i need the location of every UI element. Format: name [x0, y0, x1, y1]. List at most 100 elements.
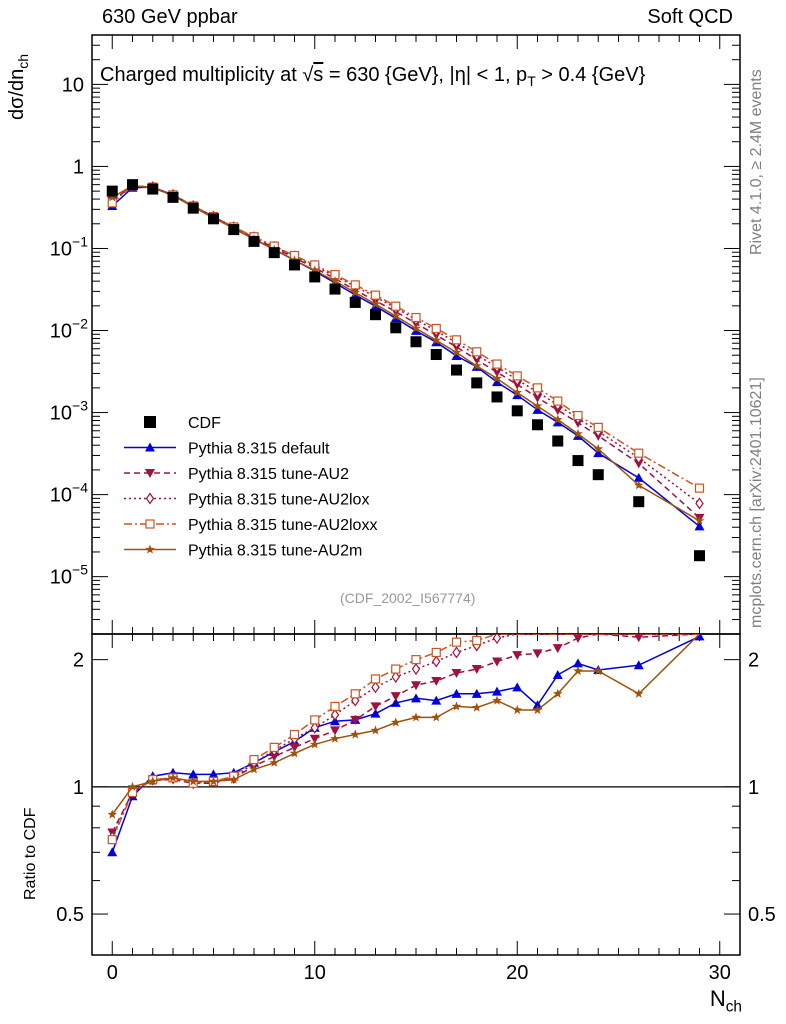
series-point-pythia-8-315-default — [593, 448, 604, 458]
legend-marker-pythia-8-315-tune-au2lox — [145, 492, 155, 505]
legend-marker-cdf — [144, 416, 156, 428]
y-tick-label: 10−1 — [50, 233, 88, 260]
series-point-pythia-8-315-tune-au2loxx — [472, 347, 482, 357]
ratio-point-pythia-8-315-tune-au2m — [472, 702, 482, 712]
cdf-data-point — [228, 224, 240, 236]
cdf-data-point — [572, 455, 584, 467]
ratio-point-pythia-8-315-default — [492, 686, 502, 696]
series-point-pythia-8-315-tune-au2loxx — [694, 483, 705, 493]
ratio-point-pythia-8-315-tune-au2loxx — [107, 835, 117, 845]
ratio-point-pythia-8-315-tune-au2m — [148, 776, 158, 786]
ratio-point-pythia-8-315-tune-au2 — [573, 634, 583, 644]
series-point-pythia-8-315-tune-au2m — [472, 361, 482, 370]
cdf-data-point — [167, 191, 179, 203]
ratio-point-pythia-8-315-tune-au2lox — [432, 655, 441, 668]
series-point-pythia-8-315-tune-au2loxx — [411, 312, 421, 323]
series-point-pythia-8-315-tune-au2m — [370, 299, 381, 309]
series-point-pythia-8-315-tune-au2m — [451, 347, 462, 357]
ratio-tick-label-right: 2 — [748, 650, 759, 672]
ratio-point-pythia-8-315-tune-au2 — [269, 752, 280, 762]
main-series-group — [106, 179, 705, 562]
cdf-data-point — [410, 336, 422, 348]
ratio-point-pythia-8-315-tune-au2 — [289, 743, 300, 753]
ratio-point-pythia-8-315-tune-au2loxx — [431, 647, 441, 658]
ratio-point-pythia-8-315-default — [188, 769, 199, 779]
ratio-point-pythia-8-315-tune-au2m — [188, 776, 198, 786]
series-point-pythia-8-315-tune-au2loxx — [431, 323, 441, 334]
cdf-data-point — [329, 283, 341, 295]
series-point-pythia-8-315-tune-au2loxx — [634, 448, 644, 458]
series-point-pythia-8-315-tune-au2m — [431, 335, 441, 345]
cdf-data-point — [451, 364, 462, 376]
ratio-panel: 0 10 20 30 0.5 0.5 1 1 2 2 — [56, 633, 776, 984]
series-point-pythia-8-315-tune-au2m — [391, 311, 401, 321]
cdf-data-point — [208, 213, 219, 225]
x-tick-label: 0 — [107, 962, 118, 984]
ratio-point-pythia-8-315-tune-au2 — [309, 734, 320, 744]
ratio-tick-label: 1 — [73, 777, 84, 799]
series-point-pythia-8-315-tune-au2loxx — [512, 371, 522, 381]
cdf-data-point — [552, 435, 564, 447]
y-tick-label: 10−2 — [50, 316, 88, 343]
series-point-pythia-8-315-tune-au2m — [492, 373, 502, 383]
series-point-pythia-8-315-tune-au2m — [634, 480, 644, 490]
ratio-point-pythia-8-315-default — [390, 697, 401, 707]
series-point-pythia-8-315-default — [532, 404, 543, 414]
legend-label-pythia-8-315-tune-au2: Pythia 8.315 tune-AU2 — [188, 466, 349, 483]
cdf-data-point — [694, 550, 705, 562]
cdf-data-point — [532, 419, 543, 431]
legend-marker-pythia-8-315-tune-au2 — [145, 469, 155, 478]
ratio-point-pythia-8-315-tune-au2m — [391, 717, 401, 727]
ratio-point-pythia-8-315-tune-au2loxx — [370, 674, 381, 684]
legend-label-pythia-8-315-tune-au2lox: Pythia 8.315 tune-AU2lox — [188, 492, 369, 509]
ratio-point-pythia-8-315-tune-au2m — [492, 695, 502, 705]
ratio-point-pythia-8-315-tune-au2lox — [452, 646, 461, 659]
title-sqrt-s: s — [313, 64, 324, 86]
ratio-point-pythia-8-315-tune-au2loxx — [269, 742, 279, 752]
x-tick-label: 10 — [304, 962, 326, 984]
ratio-point-pythia-8-315-default — [512, 682, 523, 692]
ratio-point-pythia-8-315-tune-au2m — [553, 688, 563, 698]
ratio-point-pythia-8-315-tune-au2m — [289, 748, 300, 758]
series-point-pythia-8-315-tune-au2loxx — [532, 383, 543, 393]
series-point-pythia-8-315-tune-au2loxx — [391, 301, 401, 311]
series-point-pythia-8-315-tune-au2m — [107, 192, 117, 202]
y-tick-label: 10−4 — [50, 480, 88, 507]
cdf-data-point — [106, 185, 118, 197]
series-point-pythia-8-315-tune-au2loxx — [451, 335, 462, 345]
ratio-point-pythia-8-315-tune-au2loxx — [289, 729, 300, 740]
ratio-tick-label-right: 1 — [748, 777, 759, 799]
ratio-line-pythia-8-315-tune-au2loxx — [111, 634, 700, 840]
series-point-pythia-8-315-tune-au2m — [350, 287, 360, 297]
cdf-data-point — [491, 391, 503, 403]
header-left-label: 630 GeV ppbar — [102, 6, 238, 28]
cdf-data-point — [430, 349, 442, 361]
ratio-point-pythia-8-315-default — [552, 669, 563, 679]
ratio-point-pythia-8-315-tune-au2loxx — [249, 755, 259, 765]
legend-marker-pythia-8-315-tune-au2m — [145, 544, 155, 554]
ratio-point-pythia-8-315-tune-au2 — [411, 681, 421, 691]
cdf-data-point — [370, 309, 381, 321]
cdf-data-point — [633, 496, 645, 508]
legend-marker-pythia-8-315-default — [145, 442, 155, 452]
ratio-point-pythia-8-315-tune-au2m — [249, 764, 259, 774]
plot-title: Charged multiplicity at √s = 630 {GeV}, … — [100, 64, 646, 89]
ratio-point-pythia-8-315-tune-au2m — [127, 781, 138, 791]
series-point-pythia-8-315-tune-au2m — [694, 515, 705, 525]
ratio-point-pythia-8-315-tune-au2m — [431, 712, 441, 722]
cdf-data-point — [309, 271, 321, 283]
y-tick-label: 10−5 — [50, 562, 88, 589]
ratio-point-pythia-8-315-tune-au2lox — [411, 663, 421, 676]
series-point-pythia-8-315-tune-au2loxx — [370, 290, 381, 300]
cdf-data-point — [471, 377, 483, 389]
ratio-point-pythia-8-315-tune-au2 — [492, 657, 502, 667]
series-point-pythia-8-315-tune-au2m — [573, 428, 583, 438]
ratio-point-pythia-8-315-tune-au2 — [532, 649, 543, 659]
ratio-point-pythia-8-315-tune-au2m — [532, 705, 543, 715]
ratio-point-pythia-8-315-default — [633, 660, 644, 670]
ratio-point-pythia-8-315-tune-au2lox — [492, 634, 502, 645]
ratio-point-pythia-8-315-tune-au2 — [350, 715, 361, 725]
ratio-point-pythia-8-315-default — [451, 688, 462, 698]
series-point-pythia-8-315-tune-au2loxx — [492, 359, 502, 369]
title-pre: Charged multiplicity at — [100, 64, 303, 86]
